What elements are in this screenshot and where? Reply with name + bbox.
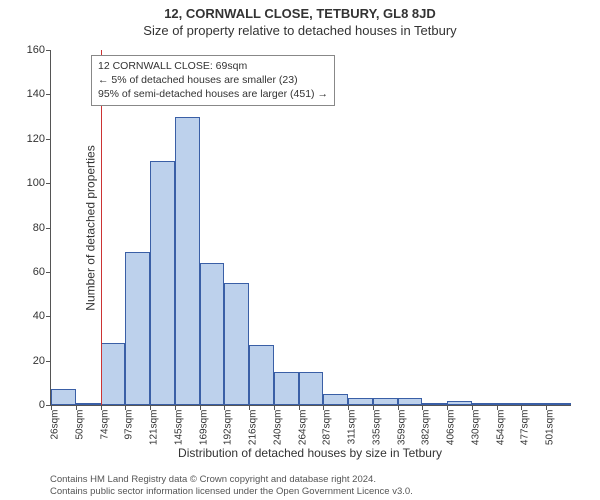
x-tick-label: 501sqm: [545, 410, 556, 446]
histogram-bar: [348, 398, 373, 405]
histogram-bar: [200, 263, 225, 405]
x-tick-label: 287sqm: [322, 410, 333, 446]
info-box-line: 95% of semi-detached houses are larger (…: [98, 87, 328, 101]
x-tick-label: 121sqm: [149, 410, 160, 446]
y-tick: [46, 272, 51, 273]
histogram-bar: [472, 403, 497, 405]
x-tick-label: 97sqm: [124, 410, 135, 440]
plot-area: 02040608010012014016026sqm50sqm74sqm97sq…: [50, 50, 571, 406]
histogram-bar: [422, 403, 447, 405]
y-tick-label: 120: [21, 133, 45, 145]
histogram-bar: [150, 161, 175, 405]
y-tick-label: 40: [21, 310, 45, 322]
histogram-bar: [274, 372, 299, 405]
y-tick: [46, 316, 51, 317]
y-tick: [46, 183, 51, 184]
histogram-bar: [323, 394, 348, 405]
x-tick-label: 406sqm: [446, 410, 457, 446]
histogram-bar: [447, 401, 472, 405]
y-tick-label: 0: [21, 399, 45, 411]
histogram-bar: [249, 345, 274, 405]
histogram-bar: [76, 403, 101, 405]
chart-container: Number of detached properties 0204060801…: [50, 50, 570, 405]
y-tick: [46, 94, 51, 95]
info-box: 12 CORNWALL CLOSE: 69sqm← 5% of detached…: [91, 55, 335, 106]
attribution-text: Contains HM Land Registry data © Crown c…: [50, 474, 413, 498]
histogram-bar: [224, 283, 249, 405]
y-tick: [46, 50, 51, 51]
info-box-line: ← 5% of detached houses are smaller (23): [98, 73, 328, 87]
y-tick-label: 60: [21, 266, 45, 278]
x-tick-label: 26sqm: [50, 410, 61, 440]
histogram-bar: [497, 403, 522, 405]
x-tick-label: 477sqm: [520, 410, 531, 446]
x-tick-label: 430sqm: [470, 410, 481, 446]
x-tick-label: 335sqm: [371, 410, 382, 446]
x-tick-label: 74sqm: [99, 410, 110, 440]
y-tick-label: 140: [21, 88, 45, 100]
histogram-bar: [546, 403, 571, 405]
histogram-bar: [398, 398, 423, 405]
x-tick-label: 454sqm: [495, 410, 506, 446]
y-tick-label: 100: [21, 177, 45, 189]
x-tick-label: 359sqm: [396, 410, 407, 446]
histogram-bar: [101, 343, 126, 405]
chart-subtitle: Size of property relative to detached ho…: [0, 21, 600, 38]
histogram-bar: [175, 117, 200, 405]
info-box-line: 12 CORNWALL CLOSE: 69sqm: [98, 59, 328, 73]
x-tick-label: 382sqm: [421, 410, 432, 446]
attribution-line1: Contains HM Land Registry data © Crown c…: [50, 474, 413, 486]
histogram-bar: [373, 398, 398, 405]
x-tick-label: 145sqm: [173, 410, 184, 446]
y-tick: [46, 361, 51, 362]
x-tick-label: 169sqm: [198, 410, 209, 446]
x-tick-label: 192sqm: [223, 410, 234, 446]
y-tick: [46, 228, 51, 229]
y-tick: [46, 139, 51, 140]
y-tick-label: 20: [21, 355, 45, 367]
y-tick-label: 80: [21, 222, 45, 234]
x-tick-label: 240sqm: [272, 410, 283, 446]
histogram-bar: [521, 403, 546, 405]
histogram-bar: [51, 389, 76, 405]
x-tick-label: 50sqm: [74, 410, 85, 440]
y-tick-label: 160: [21, 44, 45, 56]
x-tick-label: 264sqm: [297, 410, 308, 446]
histogram-bar: [125, 252, 150, 405]
attribution-line2: Contains public sector information licen…: [50, 486, 413, 498]
x-axis-label: Distribution of detached houses by size …: [178, 446, 442, 460]
chart-title: 12, CORNWALL CLOSE, TETBURY, GL8 8JD: [0, 0, 600, 21]
histogram-bar: [299, 372, 324, 405]
x-tick-label: 216sqm: [248, 410, 259, 446]
x-tick-label: 311sqm: [347, 410, 358, 445]
